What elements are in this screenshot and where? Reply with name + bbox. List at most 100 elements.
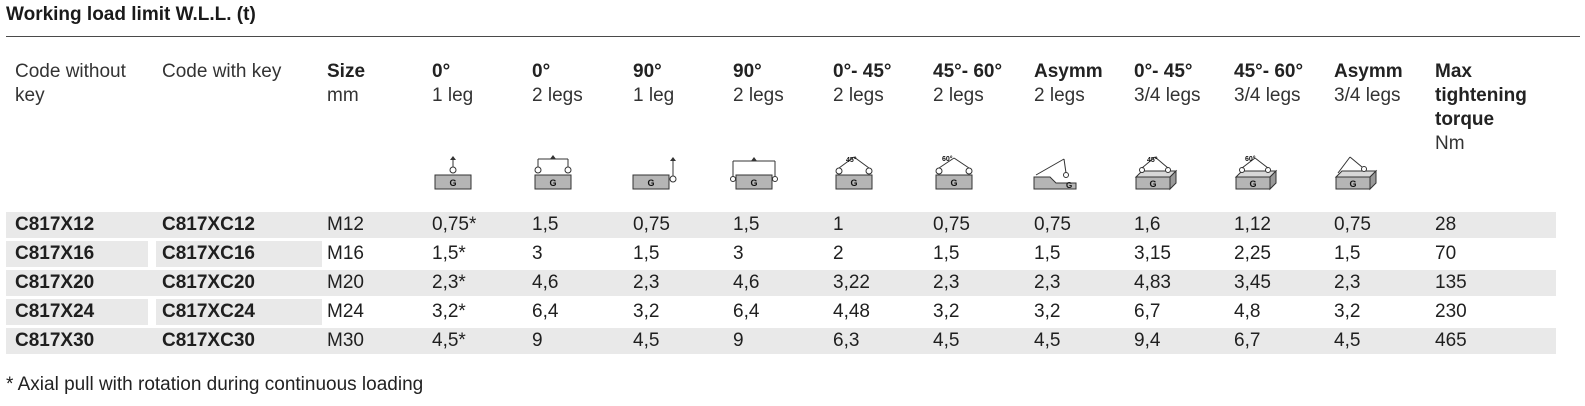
table-row: C817X16 C817XC16 M16 1,5* 3 1,5 3 2 1,5 1,5 3,15 2,… — [6, 241, 1556, 267]
code-with-key-cell: C817XC20 — [162, 272, 255, 293]
table-cell: 4,6 — [733, 272, 760, 293]
table-cell: 4,5 — [1034, 330, 1061, 351]
svg-text:G: G — [1349, 179, 1356, 189]
zero-45-three-four-legs-icon: G 45° — [1130, 153, 1180, 193]
header-unit: 2 legs — [833, 85, 884, 106]
header-main: 0° — [532, 61, 551, 82]
table-cell: 9 — [733, 330, 744, 351]
svg-text:G: G — [647, 178, 654, 188]
svg-text:G: G — [950, 178, 957, 188]
table-cell: 1,5 — [1334, 243, 1361, 264]
column-header-9: Asymm 2 legs — [1034, 60, 1103, 108]
header-unit: 2 legs — [733, 85, 784, 106]
table-cell: 0,75 — [1034, 214, 1071, 235]
table-cell: 0,75 — [933, 214, 970, 235]
code-with-key-cell: C817XC30 — [162, 330, 255, 351]
table-cell: 3,2 — [633, 301, 660, 322]
table-cell: 135 — [1435, 272, 1467, 293]
table-cell: M30 — [327, 330, 364, 351]
table-cell: 4,5* — [432, 330, 466, 351]
svg-text:45°: 45° — [846, 156, 857, 164]
table-cell: 6,3 — [833, 330, 860, 351]
table-row: C817X20 C817XC20 M20 2,3* 4,6 2,3 4,6 3,22 2,3 2,… — [6, 270, 1556, 296]
table-cell: 2,25 — [1234, 243, 1271, 264]
header-main: 0°- 45° — [1134, 61, 1193, 82]
title-divider — [6, 36, 1580, 37]
header-unit: 3/4 legs — [1334, 85, 1401, 106]
table-cell: 4,48 — [833, 301, 870, 322]
header-main: Asymm — [1034, 61, 1103, 82]
table-cell: 4,5 — [933, 330, 960, 351]
table-cell: 9 — [532, 330, 543, 351]
code-cell-bg — [6, 241, 148, 267]
header-main: 0° — [432, 61, 451, 82]
column-header-1: Code with key — [162, 60, 281, 84]
table-cell: 6,4 — [532, 301, 559, 322]
header-unit: 2 legs — [532, 85, 583, 106]
ninety-two-legs-icon: G — [729, 153, 779, 193]
table-cell: 4,83 — [1134, 272, 1171, 293]
table-cell: 3,2* — [432, 301, 466, 322]
table-title: Working load limit W.L.L. (t) — [6, 4, 256, 25]
column-header-2: Size mm — [327, 60, 365, 108]
table-cell: M20 — [327, 272, 364, 293]
zero-one-leg-icon: G — [428, 153, 478, 193]
column-header-10: 0°- 45° 3/4 legs — [1134, 60, 1201, 108]
code-with-key-cell: C817XC12 — [162, 214, 255, 235]
header-main: 90° — [633, 61, 662, 82]
column-header-4: 0° 2 legs — [532, 60, 583, 108]
table-cell: 2,3 — [1334, 272, 1361, 293]
svg-text:G: G — [850, 178, 857, 188]
footnote: * Axial pull with rotation during contin… — [6, 374, 424, 395]
header-unit: 1 leg — [432, 85, 474, 106]
forty5-60-three-four-legs-icon: G 60° — [1230, 153, 1280, 193]
header-main: 0°- 45° — [833, 61, 892, 82]
table-cell: 3,22 — [833, 272, 870, 293]
column-header-7: 0°- 45° 2 legs — [833, 60, 892, 108]
code-cell-bg — [156, 299, 322, 325]
code-without-key-cell: C817X12 — [15, 214, 95, 235]
table-cell: 1,5* — [432, 243, 466, 264]
table-cell: 3,45 — [1234, 272, 1271, 293]
table-cell: M12 — [327, 214, 364, 235]
svg-text:G: G — [1149, 179, 1156, 189]
table-cell: 3,2 — [933, 301, 960, 322]
table-cell: 1,5 — [933, 243, 960, 264]
svg-text:G: G — [1066, 181, 1072, 190]
svg-text:G: G — [449, 178, 456, 188]
table-cell: 2,3 — [933, 272, 960, 293]
column-header-11: 45°- 60° 3/4 legs — [1234, 60, 1303, 108]
header-unit: 2 legs — [1034, 85, 1085, 106]
table-cell: 2,3 — [1034, 272, 1061, 293]
header-unit: mm — [327, 85, 359, 106]
svg-text:60°: 60° — [942, 155, 953, 163]
header-unit: 1 leg — [633, 85, 675, 106]
ninety-one-leg-icon: G — [629, 153, 679, 193]
table-cell: 2,3* — [432, 272, 466, 293]
table-cell: M24 — [327, 301, 364, 322]
code-without-key-cell: C817X16 — [15, 243, 95, 264]
table-cell: 1,5 — [733, 214, 760, 235]
svg-text:G: G — [549, 178, 556, 188]
table-row: C817X30 C817XC30 M30 4,5* 9 4,5 9 6,3 4,5 4,5 9,4 6… — [6, 328, 1556, 354]
svg-text:G: G — [750, 178, 757, 188]
header-main: 45°- 60° — [933, 61, 1003, 82]
header-line: torque — [1435, 109, 1495, 130]
table-cell: 4,5 — [633, 330, 660, 351]
asymm-two-legs-icon: G — [1030, 153, 1080, 193]
svg-text:45°: 45° — [1147, 156, 1158, 164]
table-cell: 3,15 — [1134, 243, 1171, 264]
column-header-6: 90° 2 legs — [733, 60, 784, 108]
header-line: Max — [1435, 61, 1472, 82]
table-cell: 70 — [1435, 243, 1457, 264]
table-cell: 6,4 — [733, 301, 760, 322]
table-cell: 3 — [733, 243, 744, 264]
code-cell-bg — [156, 241, 322, 267]
table-cell: 0,75 — [1334, 214, 1371, 235]
code-without-key-cell: C817X20 — [15, 272, 95, 293]
column-header-0: Code without key — [15, 60, 126, 108]
header-line: key — [15, 85, 45, 106]
code-without-key-cell: C817X24 — [15, 301, 95, 322]
header-unit: 3/4 legs — [1134, 85, 1201, 106]
header-unit: Nm — [1435, 133, 1465, 154]
